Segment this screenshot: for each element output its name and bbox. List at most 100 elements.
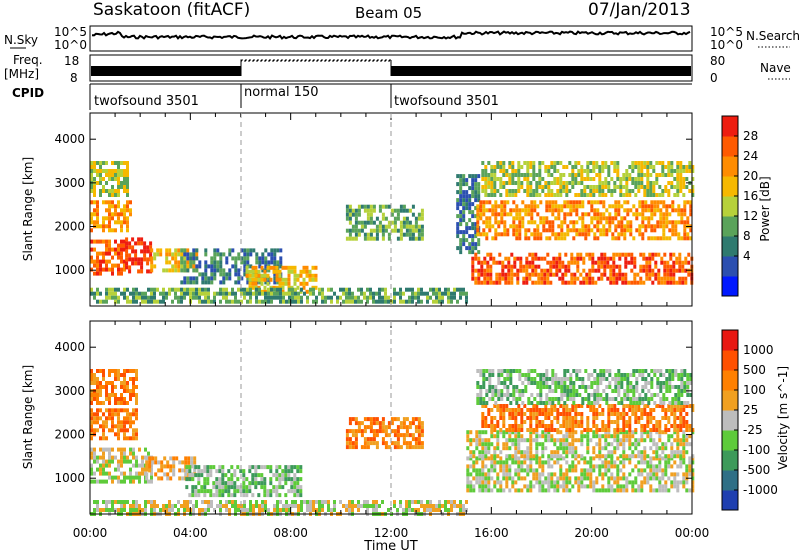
- heatmap-cell: [96, 263, 99, 268]
- heatmap-cell: [582, 276, 586, 281]
- heatmap-cell: [305, 273, 309, 278]
- heatmap-cell: [312, 500, 315, 504]
- heatmap-cell: [357, 208, 361, 213]
- heatmap-cell: [149, 253, 153, 258]
- heatmap-cell: [263, 481, 267, 486]
- heatmap-cell: [605, 208, 609, 213]
- heatmap-cell: [357, 295, 360, 300]
- heatmap-cell: [667, 420, 671, 424]
- heatmap-cell: [529, 446, 533, 451]
- heatmap-cell: [129, 212, 132, 217]
- heatmap-cell: [643, 480, 647, 485]
- heatmap-cell: [132, 479, 135, 484]
- heatmap-cell: [595, 189, 599, 193]
- heatmap-cell: [589, 169, 593, 173]
- heatmap-cell: [691, 165, 695, 169]
- heatmap-cell: [493, 404, 497, 408]
- heatmap-cell: [622, 412, 626, 416]
- heatmap-cell: [151, 460, 155, 465]
- heatmap-cell: [456, 299, 459, 304]
- heatmap-cell: [637, 181, 641, 185]
- heatmap-cell: [502, 420, 506, 424]
- heatmap-cell: [619, 442, 623, 447]
- heatmap-cell: [390, 228, 394, 233]
- heatmap-cell: [560, 224, 564, 229]
- heatmap-cell: [384, 429, 388, 434]
- heatmap-cell: [482, 381, 486, 385]
- heatmap-cell: [625, 434, 629, 439]
- heatmap-cell: [105, 169, 108, 173]
- heatmap-cell: [114, 177, 117, 181]
- heatmap-cell: [417, 437, 421, 442]
- heatmap-cell: [390, 429, 394, 434]
- heatmap-cell: [120, 479, 123, 484]
- heatmap-cell: [554, 204, 558, 209]
- heatmap-cell: [184, 456, 188, 461]
- heatmap-cell: [547, 416, 551, 420]
- heatmap-cell: [655, 181, 659, 185]
- heatmap-cell: [691, 480, 695, 485]
- heatmap-cell: [500, 232, 504, 237]
- heatmap-cell: [150, 268, 154, 273]
- heatmap-cell: [290, 265, 294, 270]
- heatmap-cell: [297, 508, 300, 512]
- heatmap-cell: [231, 291, 234, 296]
- heatmap-cell: [221, 481, 225, 486]
- heatmap-cell: [402, 433, 406, 438]
- heatmap-cell: [531, 268, 535, 273]
- heatmap-cell: [183, 500, 186, 504]
- heatmap-cell: [314, 273, 318, 278]
- heatmap-cell: [600, 272, 604, 277]
- heatmap-cell: [177, 299, 180, 304]
- heatmap-cell: [126, 416, 129, 421]
- heatmap-cell: [126, 459, 129, 464]
- heatmap-cell: [646, 404, 650, 408]
- heatmap-cell: [564, 280, 568, 285]
- heatmap-cell: [369, 216, 373, 221]
- heatmap-cell: [541, 488, 545, 493]
- heatmap-cell: [651, 268, 655, 273]
- heatmap-cell: [102, 412, 105, 417]
- heatmap-cell: [606, 256, 610, 261]
- heatmap-cell: [645, 272, 649, 277]
- heatmap-cell: [111, 428, 114, 433]
- heatmap-cell: [171, 504, 174, 508]
- heatmap-cell: [132, 408, 135, 413]
- heatmap-cell: [505, 173, 509, 177]
- heatmap-cell: [550, 173, 554, 177]
- heatmap-cell: [108, 393, 111, 397]
- heatmap-cell: [456, 174, 460, 179]
- heatmap-cell: [487, 480, 491, 485]
- heatmap-cell: [517, 446, 521, 451]
- heatmap-cell: [363, 204, 367, 209]
- heatmap-cell: [93, 459, 96, 464]
- heatmap-cell: [93, 451, 96, 456]
- heatmap-cell: [634, 442, 638, 447]
- heatmap-cell: [488, 208, 492, 213]
- heatmap-cell: [506, 232, 510, 237]
- heatmap-cell: [569, 200, 573, 205]
- heatmap-cell: [644, 204, 648, 209]
- heatmap-cell: [538, 408, 542, 412]
- heatmap-cell: [530, 377, 534, 381]
- heatmap-cell: [613, 464, 617, 469]
- heatmap-cell: [279, 260, 283, 265]
- heatmap-cell: [462, 508, 465, 512]
- heatmap-cell: [366, 204, 370, 209]
- heatmap-cell: [574, 408, 578, 412]
- heatmap-cell: [610, 404, 614, 408]
- heatmap-cell: [535, 408, 539, 412]
- heatmap-cell: [664, 442, 668, 447]
- heatmap-cell: [225, 272, 229, 277]
- heatmap-cell: [269, 477, 273, 482]
- heatmap-cell: [195, 287, 198, 292]
- heatmap-cell: [532, 412, 536, 416]
- heatmap-cell: [604, 165, 608, 169]
- heatmap-cell: [587, 200, 591, 205]
- heatmap-cell: [583, 185, 587, 189]
- heatmap-cell: [183, 504, 186, 508]
- heatmap-cell: [518, 228, 522, 233]
- heatmap-cell: [272, 485, 276, 490]
- heatmap-cell: [548, 228, 552, 233]
- heatmap-cell: [144, 291, 147, 296]
